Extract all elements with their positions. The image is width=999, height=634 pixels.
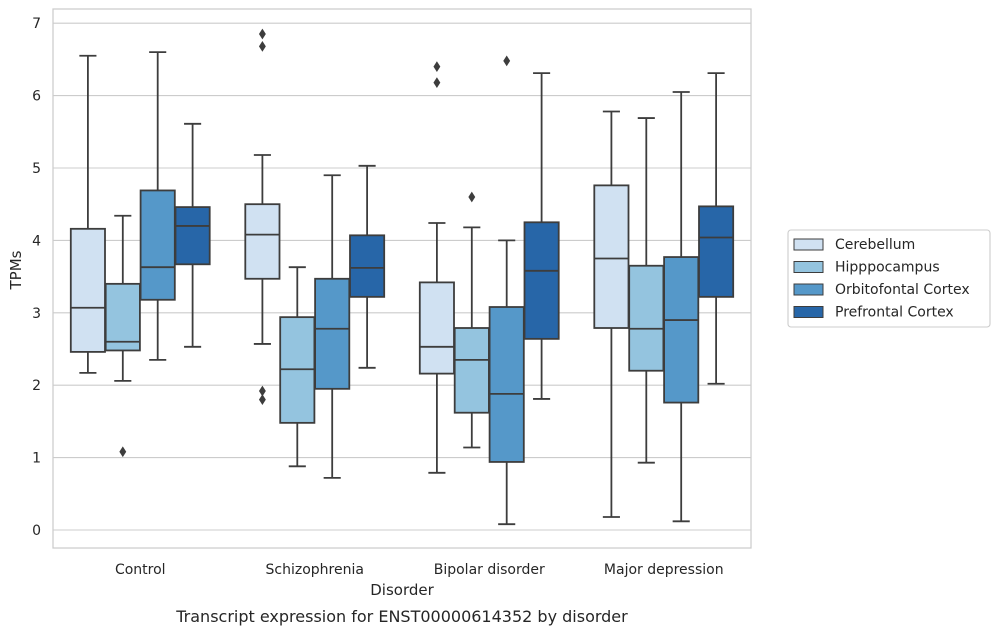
y-tick-label: 0: [32, 523, 41, 539]
box-prefrontal-cortex: [523, 72, 560, 400]
outlier-point: [258, 40, 266, 52]
x-tick-label: Control: [115, 562, 166, 578]
y-tick-label: 1: [32, 451, 41, 467]
box-orbitofontal-cortex: [314, 174, 351, 479]
y-tick-label: 4: [32, 233, 41, 249]
y-gridlines: [53, 22, 751, 531]
box-iqr: [593, 184, 630, 329]
box-groups: [69, 28, 735, 526]
box-iqr: [523, 221, 560, 340]
x-tick-label: Bipolar disorder: [434, 562, 545, 578]
box-cerebellum: [244, 28, 281, 406]
plot-frame: [52, 8, 752, 549]
box-iqr: [628, 264, 665, 372]
y-tick-label: 7: [32, 16, 41, 32]
legend-label: Cerebellum: [835, 237, 915, 253]
y-tick-label: 6: [32, 89, 41, 105]
box-prefrontal-cortex: [174, 122, 211, 348]
box-iqr: [69, 227, 106, 353]
box-prefrontal-cortex: [698, 72, 735, 385]
x-tick-label: Schizophrenia: [266, 562, 364, 578]
legend-swatch: [793, 283, 824, 296]
x-tick-label: Major depression: [604, 562, 724, 578]
box-iqr: [349, 234, 386, 298]
legend: Cerebellum Hipppocampus Orbitofontal Corte…: [787, 229, 991, 328]
box-cerebellum: [593, 110, 630, 518]
box-hipppocampus: [279, 266, 316, 468]
box-iqr: [418, 281, 455, 375]
outlier-point: [258, 394, 266, 406]
x-axis-label: Disorder: [370, 581, 434, 599]
y-tick-label: 2: [32, 378, 41, 394]
outlier-point: [503, 55, 511, 67]
legend-item: Cerebellum: [793, 237, 915, 253]
box-iqr: [663, 256, 700, 404]
box-iqr: [698, 205, 735, 298]
box-prefrontal-cortex: [349, 164, 386, 369]
legend-label: Prefrontal Cortex: [835, 305, 954, 321]
box-hipppocampus: [104, 214, 141, 458]
outlier-point: [468, 191, 476, 203]
outlier-point: [119, 446, 127, 458]
box-orbitofontal-cortex: [139, 51, 176, 361]
legend-swatch: [793, 238, 824, 251]
chart-caption: Transcript expression for ENST0000061435…: [175, 607, 628, 626]
legend-frame: [787, 229, 991, 328]
box-cerebellum: [69, 54, 106, 374]
y-tick-labels: 0 1 2 3 4 5 6 7: [32, 16, 41, 539]
legend-swatch: [793, 261, 824, 273]
box-iqr: [453, 327, 490, 414]
outlier-point: [258, 385, 266, 397]
box-iqr: [314, 277, 351, 390]
legend-label: Orbitofontal Cortex: [835, 282, 970, 298]
box-orbitofontal-cortex: [488, 55, 525, 526]
box-orbitofontal-cortex: [663, 91, 700, 523]
box-iqr: [139, 189, 176, 301]
legend-label: Hipppocampus: [835, 260, 940, 276]
box-cerebellum: [418, 61, 455, 474]
legend-item: Hipppocampus: [793, 260, 940, 276]
box-iqr: [104, 282, 141, 352]
box-iqr: [244, 203, 281, 280]
y-tick-label: 3: [32, 306, 41, 322]
outlier-point: [258, 28, 266, 40]
legend-item: Prefrontal Cortex: [793, 305, 954, 321]
x-tick-labels: Control Schizophrenia Bipolar disorder Majo…: [115, 562, 724, 578]
y-tick-label: 5: [32, 161, 41, 177]
outlier-point: [433, 61, 441, 73]
legend-item: Orbitofontal Cortex: [793, 282, 970, 298]
outlier-point: [433, 77, 441, 88]
legend-swatch: [793, 306, 824, 318]
box-hipppocampus: [628, 117, 665, 464]
box-iqr: [488, 306, 525, 463]
y-axis-label: TPMs: [7, 250, 25, 290]
box-iqr: [174, 206, 211, 266]
